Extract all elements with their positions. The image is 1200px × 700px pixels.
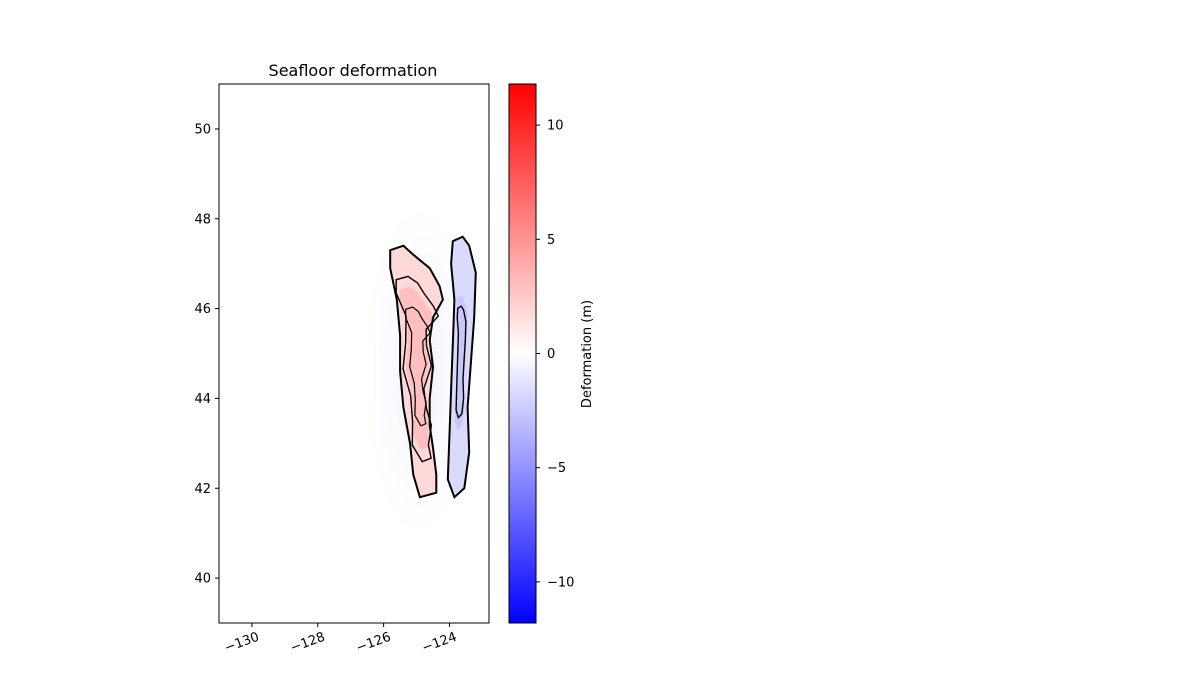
colorbar-tick-label: −5	[547, 461, 566, 476]
subsidence-inner-contour	[455, 305, 467, 420]
colorbar-gradient	[509, 84, 536, 623]
y-tick-label: 48	[194, 212, 211, 227]
y-axis: 40 42 44 46 48 50	[194, 122, 219, 587]
y-tick-label: 46	[194, 302, 211, 317]
uplift-inner-contour	[395, 275, 440, 463]
x-tick-label: −124	[420, 630, 459, 656]
y-tick-label: 40	[194, 572, 211, 587]
colorbar-tick-label: 10	[547, 119, 564, 134]
y-tick-label: 44	[194, 392, 211, 407]
plot-frame	[218, 83, 490, 624]
x-tick-label: −128	[288, 630, 327, 656]
chart-title: Seafloor deformation	[269, 61, 438, 80]
colorbar-tick-label: −10	[547, 575, 574, 590]
x-tick-label: −130	[223, 630, 262, 656]
colorbar-tick-label: 0	[547, 347, 555, 362]
plot-area	[219, 84, 489, 623]
y-tick-label: 50	[194, 122, 211, 137]
colorbar-tick-label: 5	[547, 233, 555, 248]
colorbar: −10 −5 0 5 10 Deformation (m)	[508, 83, 595, 624]
uplift-contour	[389, 244, 444, 499]
subsidence-contour	[446, 235, 477, 499]
contour-lines	[389, 235, 477, 499]
uplift-inner-contour	[405, 306, 431, 427]
x-axis: −130 −128 −126 −124	[223, 623, 459, 656]
colorbar-ticks: −10 −5 0 5 10	[536, 119, 574, 590]
y-tick-label: 42	[194, 482, 211, 497]
deformation-field	[362, 203, 478, 540]
colorbar-label: Deformation (m)	[580, 300, 595, 408]
x-tick-label: −126	[354, 630, 393, 656]
